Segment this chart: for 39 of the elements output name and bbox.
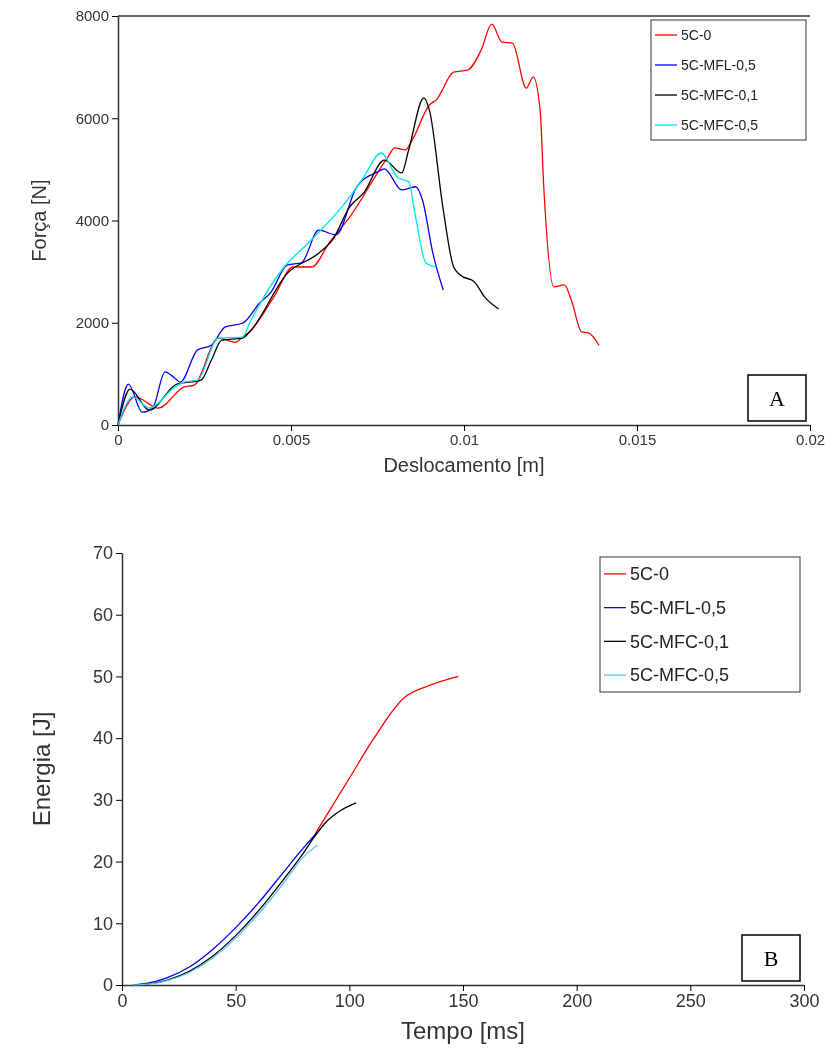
x-tick-label: 0.02 [795,430,826,448]
legend-label: 5C-MFC-0,5 [630,665,730,686]
x-tick-label: 100 [334,990,365,1011]
y-axis-title: Energia [J] [28,711,55,827]
line-series [314,675,460,835]
y-tick-label: 60 [92,604,113,625]
x-tick-label: 150 [448,990,479,1011]
legend-label: 5C-MFL-0,5 [681,56,756,73]
x-axis-title: Deslocamento [m] [383,454,545,476]
x-tick-label: 0.01 [449,430,480,448]
y-tick-label: 8000 [75,7,109,25]
y-tick-label: 10 [92,913,113,934]
legend-label: 5C-MFC-0,1 [630,631,730,652]
annotation: B [763,946,779,971]
legend-label: 5C-MFC-0,5 [681,116,759,133]
y-tick-label: 20 [92,851,113,872]
y-axis-title: Força [N] [28,179,50,262]
y-tick-label: 40 [92,728,113,749]
y-tick-label: 0 [102,975,113,996]
legend-label: 5C-MFC-0,1 [681,86,759,103]
x-tick-label: 0.015 [618,430,657,448]
y-tick-label: 30 [92,790,113,811]
x-axis-title: Tempo [ms] [400,1017,526,1044]
y-tick-label: 6000 [75,109,109,127]
x-tick-label: 250 [675,990,706,1011]
x-tick-label: 200 [562,990,593,1011]
y-tick-label: 2000 [75,314,109,332]
y-tick-label: 0 [100,416,109,434]
y-tick-label: 4000 [75,211,109,229]
x-tick-label: 50 [226,990,247,1011]
x-tick-label: 0 [117,990,128,1011]
annotation: A [769,386,786,411]
legend-label: 5C-0 [681,26,712,43]
x-tick-label: 0.005 [272,430,311,448]
y-tick-label: 70 [92,543,113,564]
x-tick-label: 300 [789,990,820,1011]
y-tick-label: 50 [92,666,113,687]
legend-label: 5C-MFL-0,5 [630,597,727,618]
legend-label: 5C-0 [630,564,670,585]
